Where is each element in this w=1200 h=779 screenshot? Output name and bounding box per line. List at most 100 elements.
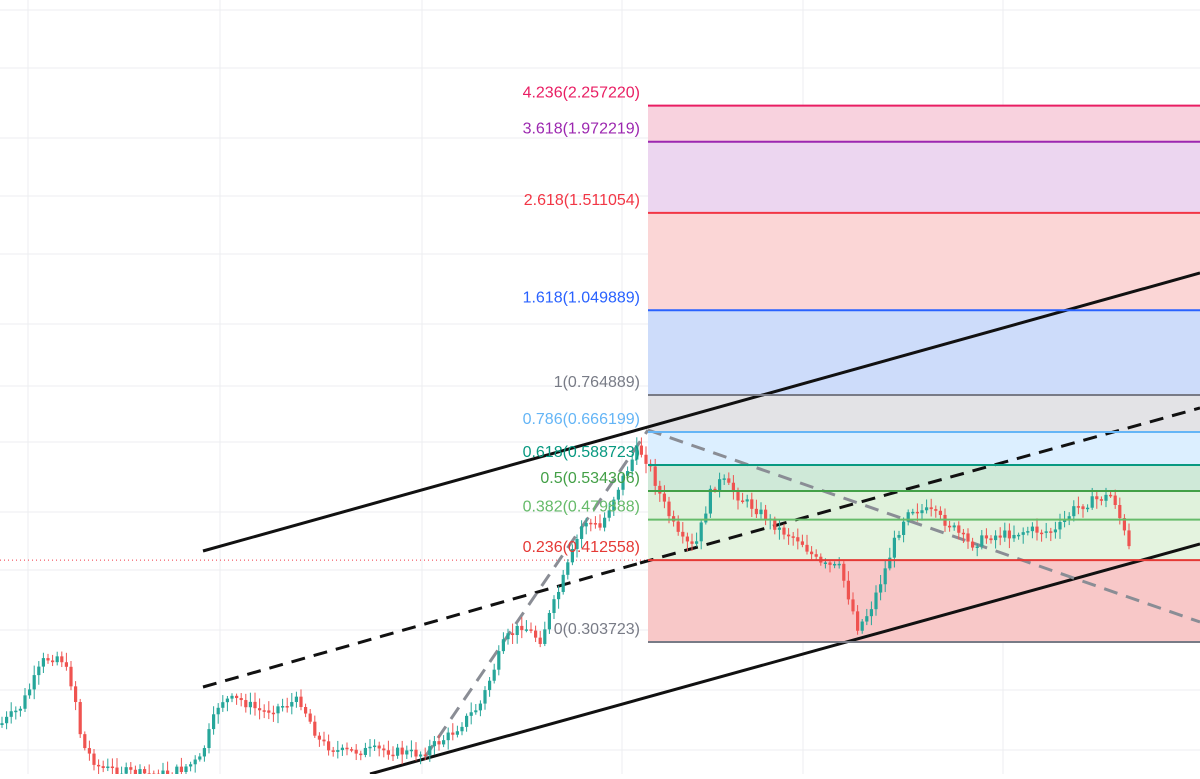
candle-89: [410, 740, 413, 757]
candle-118: [543, 622, 546, 646]
candle-9: [42, 653, 45, 673]
fib-label-0.618: 0.618(0.588723): [523, 444, 640, 461]
fib-zone-3.618: [648, 106, 1200, 142]
candle-45: [207, 723, 210, 753]
candle-4: [19, 706, 22, 717]
candle-30: [138, 764, 141, 774]
candle-86: [396, 744, 399, 759]
fib-zone-2.618: [648, 142, 1200, 213]
fib-label-1: 1(0.764889): [554, 374, 640, 391]
candle-104: [479, 700, 482, 716]
candle-61: [281, 699, 284, 712]
candle-58: [267, 701, 270, 719]
fib-label-0.786: 0.786(0.666199): [523, 411, 640, 428]
candle-42: [194, 755, 197, 772]
candle-66: [304, 704, 307, 717]
candle-112: [516, 624, 519, 644]
candle-11: [51, 655, 54, 666]
candle-27: [125, 763, 128, 774]
fib-label-0.382: 0.382(0.479888): [523, 499, 640, 516]
fib-label-1.618: 1.618(1.049889): [523, 289, 640, 306]
candle-67: [309, 709, 312, 724]
candle-120: [552, 595, 555, 619]
candle-7: [33, 666, 36, 700]
candle-50: [230, 693, 233, 702]
fib-zones: [648, 106, 1200, 642]
candle-129: [594, 516, 597, 529]
candle-101: [465, 713, 468, 731]
candle-107: [493, 664, 496, 684]
candle-8: [37, 661, 40, 685]
candle-57: [263, 704, 266, 718]
candle-87: [401, 741, 404, 764]
candle-68: [313, 716, 316, 738]
candle-116: [534, 626, 537, 642]
candle-102: [470, 702, 473, 724]
fib-label-3.618: 3.618(1.972219): [523, 121, 640, 138]
candle-56: [258, 698, 261, 719]
candle-18: [83, 731, 86, 750]
candle-10: [46, 654, 49, 664]
candle-16: [74, 681, 77, 710]
candle-39: [180, 758, 183, 774]
fib-zone-0.5: [648, 465, 1200, 491]
candle-140: [644, 446, 647, 473]
candle-43: [198, 753, 201, 761]
candle-98: [451, 723, 454, 740]
candle-99: [456, 726, 459, 738]
candle-26: [120, 767, 123, 774]
fib-label-0.5: 0.5(0.534306): [540, 470, 640, 487]
candle-94: [433, 736, 436, 755]
candle-20: [92, 749, 95, 770]
candle-35: [161, 763, 164, 774]
candle-34: [157, 770, 160, 774]
candle-62: [286, 698, 289, 713]
candle-33: [152, 771, 155, 774]
candle-32: [148, 764, 151, 774]
candle-38: [175, 764, 178, 774]
candle-130: [598, 514, 601, 530]
fib-zone-0.382: [648, 491, 1200, 520]
candle-48: [221, 695, 224, 712]
candle-117: [539, 631, 542, 647]
candle-60: [276, 704, 279, 723]
candle-103: [474, 704, 477, 715]
fib-zone-1: [648, 310, 1200, 395]
candle-123: [566, 559, 569, 579]
candle-51: [235, 694, 238, 705]
fib-zone-0: [648, 560, 1200, 642]
candle-5: [23, 688, 26, 712]
candle-14: [65, 653, 68, 671]
candle-115: [529, 622, 532, 633]
candle-15: [69, 661, 72, 690]
fib-label-0: 0(0.303723): [554, 621, 640, 638]
candle-79: [364, 743, 367, 757]
candle-65: [299, 689, 302, 710]
candle-12: [56, 652, 59, 666]
candle-36: [166, 762, 169, 774]
candle-106: [488, 677, 491, 697]
candle-75: [345, 743, 348, 756]
candle-53: [244, 694, 247, 713]
candle-1: [5, 711, 8, 729]
candle-3: [14, 706, 17, 719]
candle-31: [143, 766, 146, 774]
candle-63: [290, 693, 293, 714]
candle-29: [134, 766, 137, 774]
candle-55: [253, 693, 256, 716]
candle-108: [497, 645, 500, 675]
candle-70: [322, 732, 325, 746]
candle-114: [525, 620, 528, 632]
candle-17: [79, 699, 82, 738]
candle-121: [557, 586, 560, 609]
candle-100: [460, 722, 463, 735]
fib-label-0.236: 0.236(0.412558): [523, 539, 640, 556]
candle-25: [115, 758, 118, 774]
candle-49: [226, 696, 229, 711]
candle-40: [184, 764, 187, 774]
candle-28: [129, 762, 132, 774]
candle-21: [97, 759, 100, 774]
candle-76: [350, 747, 353, 752]
